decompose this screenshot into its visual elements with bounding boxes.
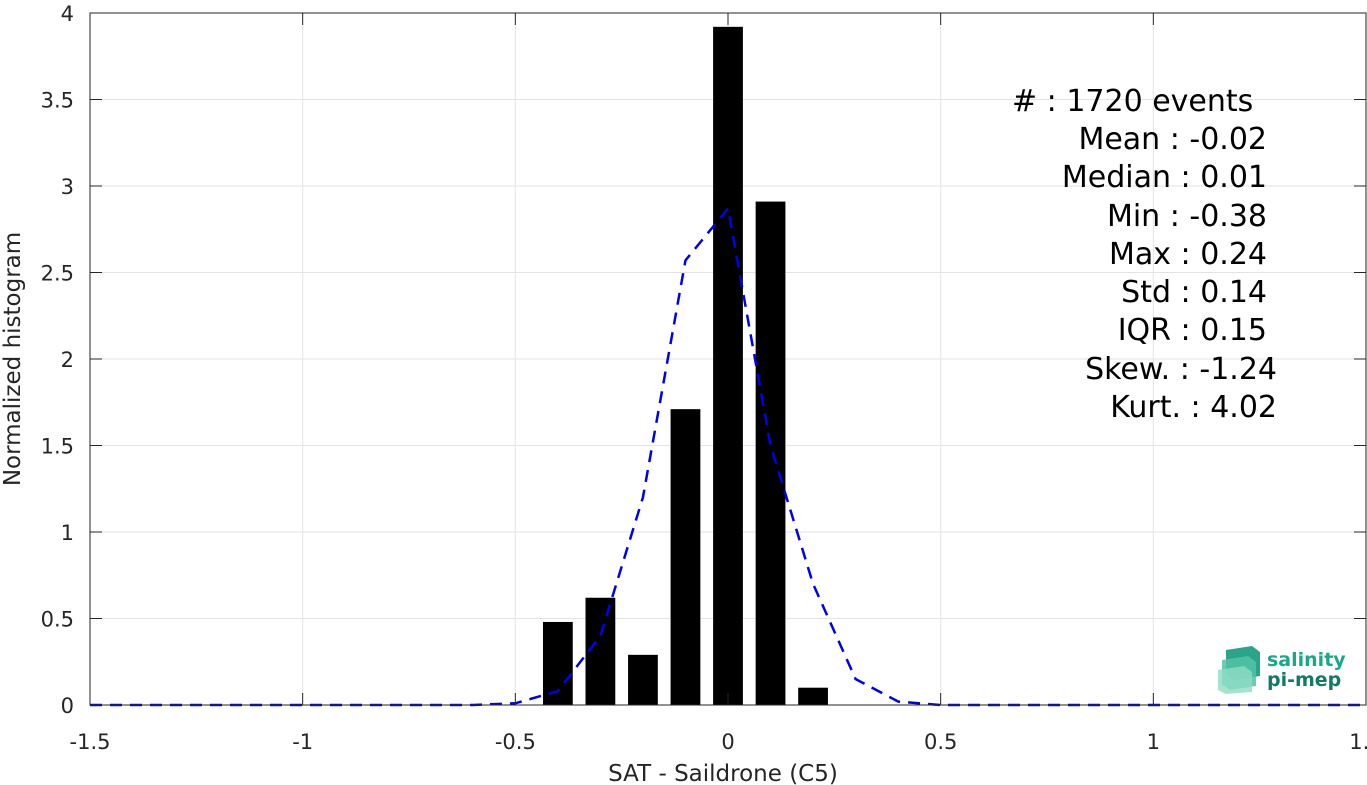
logo-mark-icon [1218,646,1260,694]
histogram-bar [755,201,786,705]
y-tick-label: 2.5 [41,262,74,286]
y-tick-label: 0.5 [41,608,74,632]
logo-line2: pi-mep [1267,669,1341,691]
y-tick-label: 2 [61,348,74,372]
stat-kurt: Kurt. : 4.02 [1110,390,1277,425]
histogram-bar [798,687,828,705]
y-tick-label: 0 [61,694,74,718]
y-tick-label: 3.5 [41,89,74,113]
bar-series [542,26,828,705]
x-tick-label: -0.5 [495,730,536,754]
x-tick-label: -1.5 [70,730,111,754]
y-tick-label: 1.5 [41,435,74,459]
statistics-annotation: # : 1720 events Mean : -0.02 Median : 0.… [1012,84,1277,425]
logo-line1: salinity [1267,649,1346,671]
y-tick-label: 4 [61,2,74,26]
y-tick-label: 1 [61,521,74,545]
stat-iqr: IQR : 0.15 [1118,313,1267,348]
y-tick-label: 3 [61,175,74,199]
histogram-bar [628,654,658,705]
x-tick-label: 0.5 [924,730,957,754]
axis-ticks [89,12,1367,706]
x-tick-label: -1 [292,730,313,754]
x-axis-label: SAT - Saildrone (C5) [608,761,838,785]
stat-std: Std : 0.14 [1121,275,1267,310]
stat-events: # : 1720 events [1012,84,1253,119]
x-tick-labels: -1.5 -1 -0.5 0 0.5 1 1.5 [70,730,1367,754]
stat-skew: Skew. : -1.24 [1085,352,1277,387]
y-axis-label: Normalized histogram [0,232,26,486]
x-tick-label: 1.5 [1349,730,1367,754]
stat-median: Median : 0.01 [1062,160,1267,195]
stat-max: Max : 0.24 [1109,237,1267,272]
x-tick-label: 1 [1147,730,1160,754]
salinity-pi-mep-logo: salinity pi-mep [1218,646,1346,694]
histogram-bar [670,409,701,705]
x-tick-label: 0 [721,730,734,754]
histogram-bar [713,26,743,705]
histogram-bar [542,621,573,705]
stat-mean: Mean : -0.02 [1078,122,1267,157]
y-tick-labels: 0 0.5 1 1.5 2 2.5 3 3.5 4 [41,2,74,718]
histogram-bar [585,597,616,705]
stat-min: Min : -0.38 [1107,199,1267,234]
